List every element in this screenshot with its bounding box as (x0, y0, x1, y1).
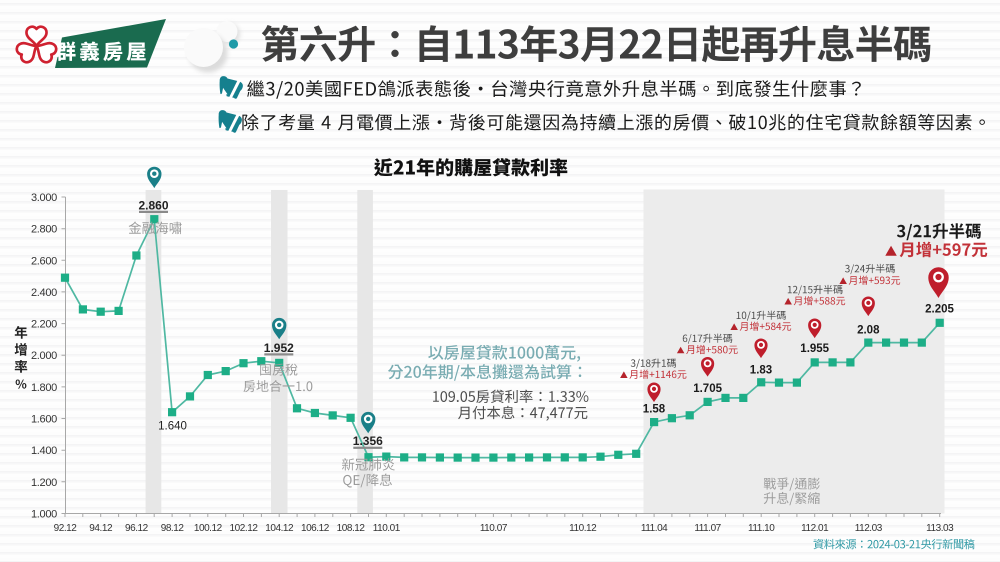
svg-text:100.12: 100.12 (194, 523, 223, 534)
svg-text:110.07: 110.07 (480, 523, 508, 534)
svg-text:2.800: 2.800 (31, 224, 57, 236)
svg-text:111.07: 111.07 (694, 523, 721, 534)
svg-text:2.400: 2.400 (31, 287, 57, 299)
svg-text:1.83: 1.83 (750, 365, 772, 377)
svg-text:104.12: 104.12 (265, 523, 294, 534)
svg-text:1.600: 1.600 (31, 414, 57, 426)
svg-text:2.000: 2.000 (31, 350, 57, 362)
svg-text:112.03: 112.03 (855, 523, 883, 534)
svg-text:1.400: 1.400 (31, 445, 57, 457)
svg-text:1.000: 1.000 (31, 509, 57, 521)
svg-text:96.12: 96.12 (125, 523, 149, 534)
svg-text:2.08: 2.08 (857, 325, 880, 337)
svg-text:2.205: 2.205 (925, 304, 954, 316)
svg-text:1.58: 1.58 (643, 404, 666, 416)
svg-text:111.04: 111.04 (641, 523, 668, 534)
svg-text:94.12: 94.12 (89, 523, 113, 534)
svg-text:1.356: 1.356 (353, 434, 383, 448)
svg-text:1.640: 1.640 (158, 421, 187, 433)
svg-text:112.01: 112.01 (801, 523, 829, 534)
svg-text:111.10: 111.10 (748, 523, 775, 534)
svg-text:102.12: 102.12 (230, 523, 259, 534)
svg-text:92.12: 92.12 (54, 523, 78, 534)
svg-text:1.955: 1.955 (800, 343, 829, 355)
svg-text:110.01: 110.01 (373, 523, 401, 534)
svg-text:2.200: 2.200 (31, 319, 57, 331)
svg-text:1.200: 1.200 (31, 477, 57, 489)
svg-text:1.705: 1.705 (693, 383, 722, 395)
svg-text:98.12: 98.12 (161, 523, 185, 534)
svg-text:1.800: 1.800 (31, 382, 57, 394)
svg-text:106.12: 106.12 (301, 523, 330, 534)
svg-text:110.12: 110.12 (569, 523, 597, 534)
svg-text:108.12: 108.12 (337, 523, 366, 534)
svg-text:3.000: 3.000 (31, 192, 57, 204)
svg-text:2.600: 2.600 (31, 255, 57, 267)
svg-text:113.03: 113.03 (926, 523, 954, 534)
svg-text:1.952: 1.952 (264, 341, 294, 355)
svg-text:2.860: 2.860 (138, 198, 168, 212)
